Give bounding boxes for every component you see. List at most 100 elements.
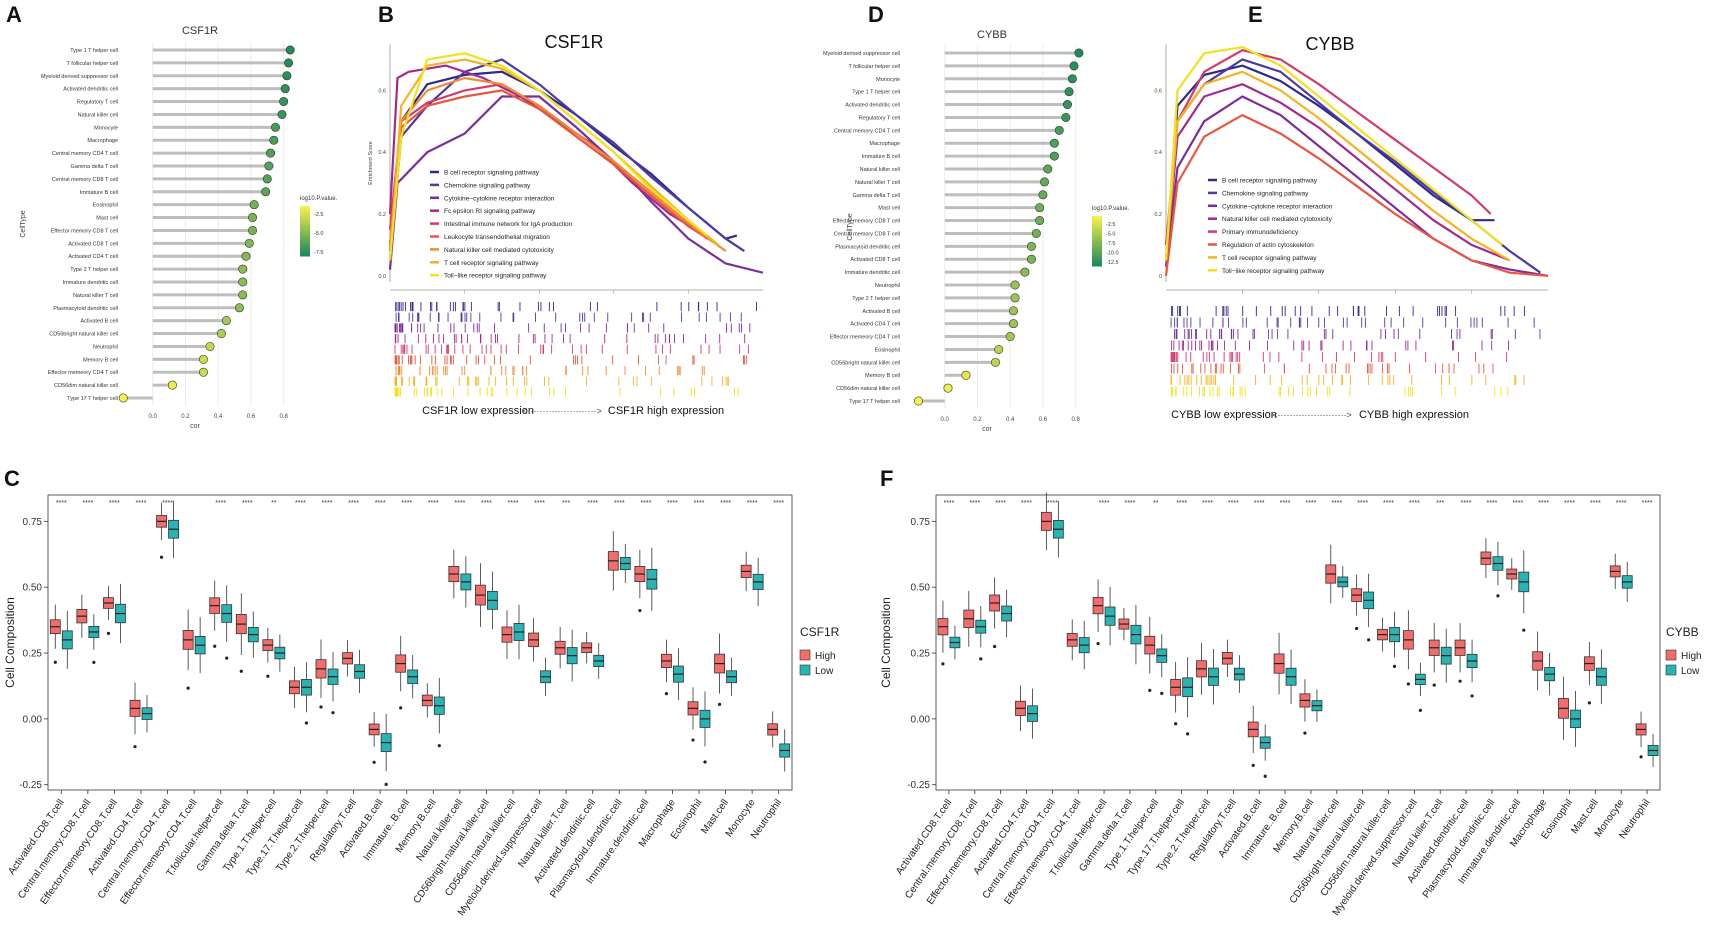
category-label: Effector memory CD8 T cell [51, 228, 118, 234]
lollipop-point [262, 174, 272, 184]
lollipop-point [282, 71, 292, 81]
legend-gradient-step [1092, 218, 1102, 222]
category-label: Activated B cell [862, 309, 900, 315]
legend-gradient-step [1092, 236, 1102, 239]
significance-label: **** [401, 500, 412, 507]
legend-gradient-step [1092, 228, 1102, 232]
legend-gradient-step [300, 238, 310, 242]
outlier-point [437, 744, 441, 748]
significance-label: **** [136, 500, 147, 507]
enrichment-curve [388, 52, 708, 261]
legend-gradient-step [1092, 248, 1102, 252]
legend-gradient-step [300, 248, 310, 252]
significance-label: ** [271, 500, 277, 507]
y-axis-label: Enrichment Score [368, 141, 374, 185]
legend-tick-label: -7.5 [1106, 241, 1115, 247]
significance-label: **** [587, 500, 598, 507]
significance-label: **** [1099, 500, 1110, 507]
significance-label: **** [694, 500, 705, 507]
lollipop-point [198, 354, 208, 364]
significance-label: **** [747, 500, 758, 507]
significance-label: **** [322, 500, 333, 507]
lollipop-point [1040, 177, 1050, 187]
category-label: Activated CD4 T cell [68, 254, 118, 260]
outlier-point [1160, 691, 1164, 695]
outlier-point [691, 738, 695, 742]
category-label: Regulatory T cell [859, 115, 900, 121]
outlier-point [159, 555, 164, 559]
outlier-point [941, 662, 945, 666]
y-tick-label: 0.50 [23, 583, 43, 594]
lollipop-point [1010, 293, 1020, 303]
significance-label: **** [534, 500, 545, 507]
outlier-point [1263, 774, 1267, 778]
category-label: Natural killer cell [78, 112, 118, 118]
category-label: Immature B cell [862, 154, 900, 160]
significance-label: **** [1176, 500, 1187, 507]
category-label: Effector memeory CD4 T cell [830, 335, 900, 341]
legend-gradient-step [300, 236, 310, 239]
legend-label: B cell receptor signaling pathway [1222, 178, 1318, 185]
significance-label: **** [481, 500, 492, 507]
legend-gradient-step [300, 233, 310, 237]
lollipop-point [284, 58, 294, 68]
legend-label: T cell receptor signaling pathway [444, 260, 539, 267]
lollipop-point [241, 251, 251, 261]
legend-gradient-step [1092, 221, 1102, 224]
lollipop-point [234, 303, 244, 313]
enrichment-curve [388, 76, 727, 252]
category-label: Plasmacytoid dendritic cell [835, 244, 900, 250]
significance-label: *** [1436, 500, 1444, 507]
outlier-point [1418, 708, 1422, 712]
category-label: Type 1 T helper cell [70, 48, 118, 54]
legend-title: CYBB [1666, 625, 1699, 639]
legend-gradient-step [300, 211, 310, 214]
lollipop-point [1067, 74, 1077, 84]
significance-label: **** [1021, 500, 1032, 507]
category-label: Activated dendritic cell [845, 103, 900, 109]
legend-label: Cytokine−cytokine receptor interaction [444, 195, 555, 202]
x-tick-label: 0.0 [149, 414, 158, 420]
chart-title: CYBB [1305, 34, 1354, 54]
significance-label: **** [162, 500, 173, 507]
lollipop-point [990, 357, 1000, 367]
outlier-point [703, 760, 707, 764]
outlier-point [1355, 626, 1359, 631]
significance-label: **** [1486, 500, 1497, 507]
x-axis-label: cor [190, 423, 200, 430]
legend-gradient-step [300, 213, 310, 217]
lollipop-point [914, 396, 924, 406]
lollipop-point [198, 367, 208, 377]
legend-label: High [815, 651, 836, 662]
outlier-point [1096, 642, 1100, 646]
significance-label: **** [1538, 500, 1549, 507]
legend-swatch [799, 649, 811, 661]
y-tick-label: 0.25 [911, 649, 931, 660]
lollipop-point [1054, 125, 1064, 135]
outlier-point [399, 706, 403, 710]
category-label: Type 17 T helper cell [849, 399, 900, 405]
legend-gradient-step [300, 226, 310, 229]
panel-label-d: D [868, 2, 884, 27]
category-label: Gamma delta T cell [71, 164, 118, 170]
outlier-point [92, 660, 96, 664]
legend-label: B cell receptor signaling pathway [444, 170, 540, 177]
outlier-point [1367, 638, 1371, 642]
legend-gradient-step [1092, 233, 1102, 237]
category-label: T follicular helper cell [848, 64, 900, 70]
outlier-point [106, 631, 111, 636]
x-tick-label: 0.8 [279, 414, 288, 420]
legend-gradient-step [1092, 263, 1102, 267]
chart-title: CSF1R [182, 25, 218, 37]
gsea-chart-e: 0 0.2 0.4 0.6 CYBB B cell receptor signaling … [1154, 34, 1549, 421]
category-label: Monocyte [94, 125, 118, 131]
category-label: Activated dendritic cell [63, 87, 118, 93]
legend-tick-label: -12.5 [1106, 260, 1119, 266]
category-label: Mast cell [878, 206, 900, 212]
lollipop-point [1005, 332, 1015, 342]
legend-gradient-step [1092, 243, 1102, 247]
category-label: Central memory CD4 T cell [52, 151, 118, 157]
lollipop-point [269, 135, 279, 145]
lollipop-chart-d: CYBB 0.0 0.2 0.4 0.6 0.8 cor CellType Myeloid de… [823, 29, 1130, 433]
